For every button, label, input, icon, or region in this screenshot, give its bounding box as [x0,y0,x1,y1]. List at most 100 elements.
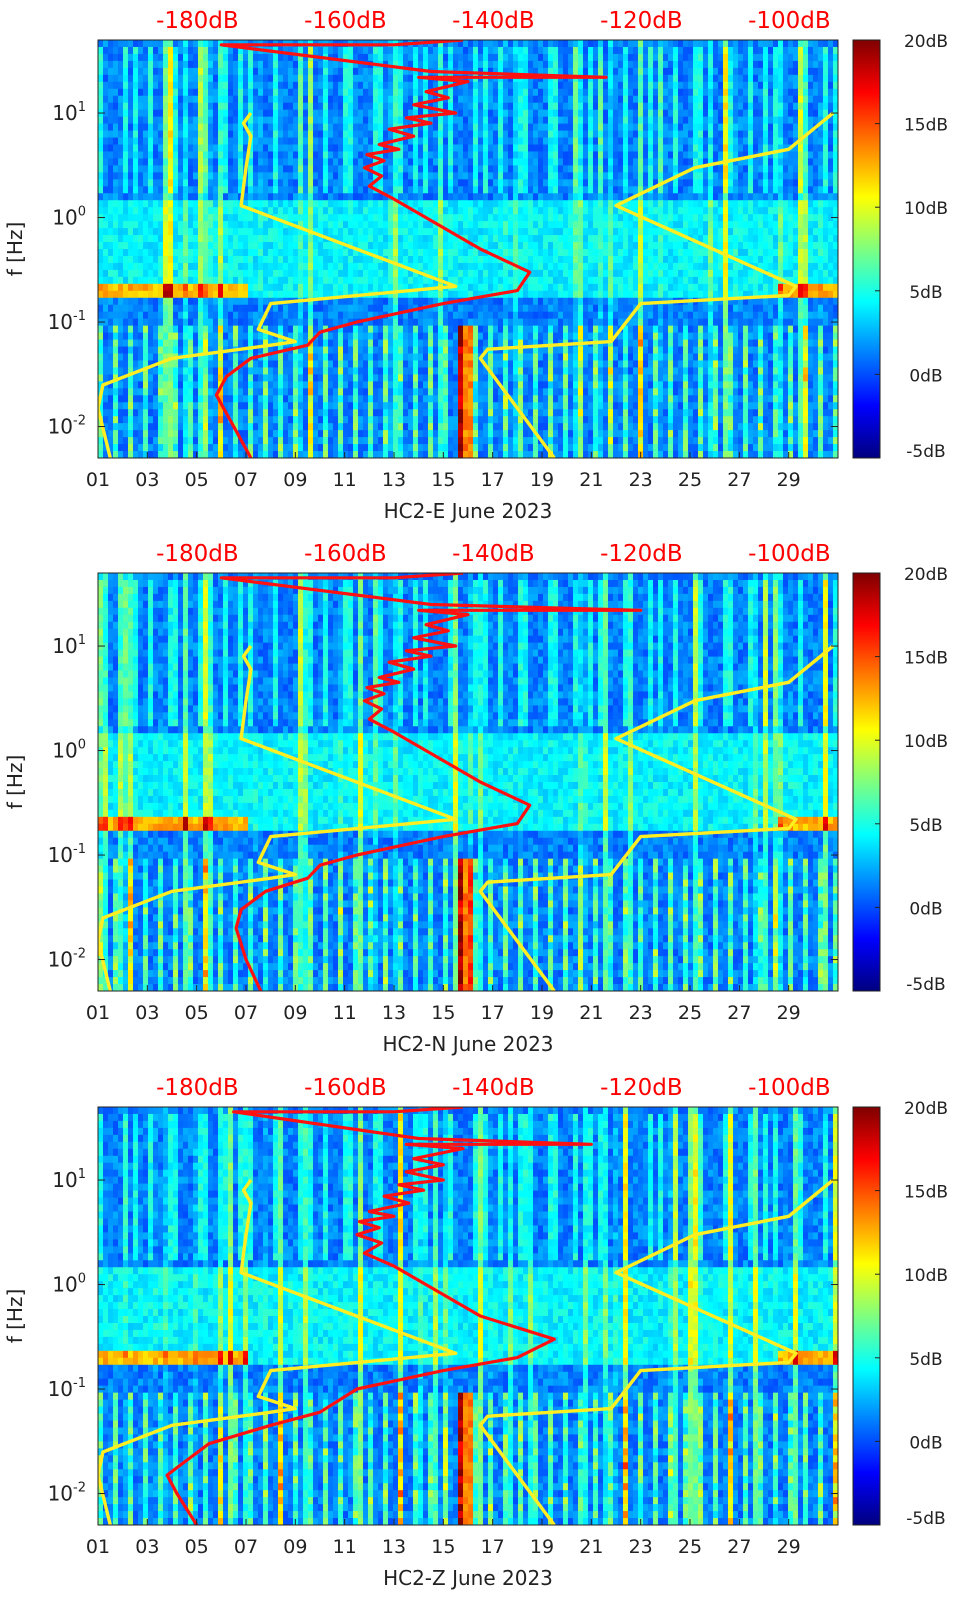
spectrogram-heatmap [98,573,838,991]
x-tick-label: 19 [530,469,554,491]
x-tick-label: 27 [727,1536,751,1558]
y-tick-label: 101 [52,1167,86,1192]
x-tick-label: 25 [678,1536,702,1558]
x-tick-label: 23 [629,1002,653,1024]
x-tick-label: 17 [481,1536,505,1558]
x-tick-label: 27 [727,469,751,491]
colorbar-tick-label: 15dB [904,1183,948,1203]
x-tick-label: 01 [86,469,110,491]
x-tick-label: 29 [777,469,801,491]
spectrogram-panel-2: 01 03 05 07 09 11 13 15 17 19 21 23 25 27 29 101 100 10-1… [3,541,948,1056]
axes-frame [97,1106,839,1526]
x-tick-label: 17 [481,469,505,491]
axes-frame [97,572,839,992]
axes-frame [97,39,839,459]
spectrogram-panel-1: 01 03 05 07 09 11 13 15 17 19 21 23 25 27 29 101 100 10-1… [3,8,948,523]
x-tick-label: 05 [185,469,209,491]
x-tick-label: 27 [727,1002,751,1024]
x-axis-label: HC2-Z June 2023 [383,1566,553,1590]
top-axis-db-label: -100dB [748,1075,831,1101]
y-axis-label: f [Hz] [3,755,27,810]
y-tick-label: 101 [52,100,86,125]
x-tick-label: 03 [135,1002,159,1024]
red-noise-curve [214,40,608,458]
y-tick-label: 10-1 [48,1376,86,1401]
x-tick-label: 03 [135,1536,159,1558]
yellow-model-curve-2 [478,1178,835,1525]
top-axis-db-label: -120dB [600,1075,683,1101]
top-axis-db-label: -100dB [748,8,831,34]
colorbar-tick-label: 10dB [904,732,948,752]
colorbar-tick-label: 20dB [904,565,948,585]
y-tick-label: 10-1 [48,309,86,334]
x-tick-label: 13 [382,1536,406,1558]
x-axis-label: HC2-E June 2023 [384,499,553,523]
x-axis-label: HC2-N June 2023 [382,1032,553,1056]
y-tick-label: 101 [52,633,86,658]
x-tick-label: 15 [431,469,455,491]
top-axis-db-label: -160dB [304,1075,387,1101]
x-tick-label: 15 [431,1002,455,1024]
y-tick-label: 10-1 [48,842,86,867]
red-noise-curve [165,1107,593,1525]
top-axis-db-label: -120dB [600,8,683,34]
spectrogram-heatmap [98,40,838,458]
top-axis-db-label: -140dB [452,541,535,567]
x-tick-label: 21 [579,1536,603,1558]
yellow-model-curve-2 [478,111,835,458]
spectrogram-heatmap [98,1107,838,1525]
yellow-model-curve-1 [98,112,458,458]
top-axis-db-label: -140dB [452,8,535,34]
colorbar-tick-label: 10dB [904,1266,948,1286]
x-tick-label: 23 [629,469,653,491]
red-noise-curve [219,573,643,991]
x-tick-label: 25 [678,1002,702,1024]
colorbar-tick-label: 20dB [904,32,948,52]
top-axis-db-label: -180dB [156,1075,239,1101]
top-axis-db-label: -120dB [600,541,683,567]
x-tick-label: 09 [283,1002,307,1024]
x-tick-label: 01 [86,1002,110,1024]
x-tick-label: 07 [234,1002,258,1024]
colorbar [852,572,881,992]
colorbar [852,1106,881,1526]
x-tick-label: 21 [579,1002,603,1024]
x-tick-label: 09 [283,1536,307,1558]
yellow-model-curve-2 [478,644,835,991]
x-tick-label: 11 [333,1002,357,1024]
colorbar [852,39,881,459]
colorbar-tick-label: -5dB [906,975,945,995]
colorbar-tick-label: 5dB [909,283,942,303]
x-tick-label: 13 [382,469,406,491]
x-tick-label: 19 [530,1002,554,1024]
x-tick-label: 17 [481,1002,505,1024]
top-axis-db-label: -160dB [304,8,387,34]
colorbar-tick-label: 15dB [904,116,948,136]
top-axis-db-label: -140dB [452,1075,535,1101]
y-tick-label: 100 [52,205,86,230]
colorbar-tick-label: 5dB [909,816,942,836]
x-tick-label: 05 [185,1536,209,1558]
colorbar-tick-label: 15dB [904,649,948,669]
y-tick-label: 10-2 [48,414,86,439]
x-tick-label: 15 [431,1536,455,1558]
y-tick-label: 10-2 [48,947,86,972]
y-axis-label: f [Hz] [3,222,27,277]
colorbar-tick-label: -5dB [906,442,945,462]
top-axis-db-label: -180dB [156,8,239,34]
x-tick-label: 29 [777,1536,801,1558]
y-axis-label: f [Hz] [3,1289,27,1344]
y-tick-label: 100 [52,738,86,763]
top-axis-db-label: -180dB [156,541,239,567]
colorbar-tick-label: 10dB [904,199,948,219]
colorbar-tick-label: -5dB [906,1509,945,1529]
colorbar-tick-label: 0dB [909,1433,942,1453]
colorbar-tick-label: 0dB [909,899,942,919]
top-axis-db-label: -100dB [748,541,831,567]
colorbar-tick-label: 5dB [909,1350,942,1370]
x-tick-label: 29 [777,1002,801,1024]
x-tick-label: 01 [86,1536,110,1558]
x-tick-label: 11 [333,469,357,491]
yellow-model-curve-1 [98,1179,458,1525]
x-tick-label: 11 [333,1536,357,1558]
